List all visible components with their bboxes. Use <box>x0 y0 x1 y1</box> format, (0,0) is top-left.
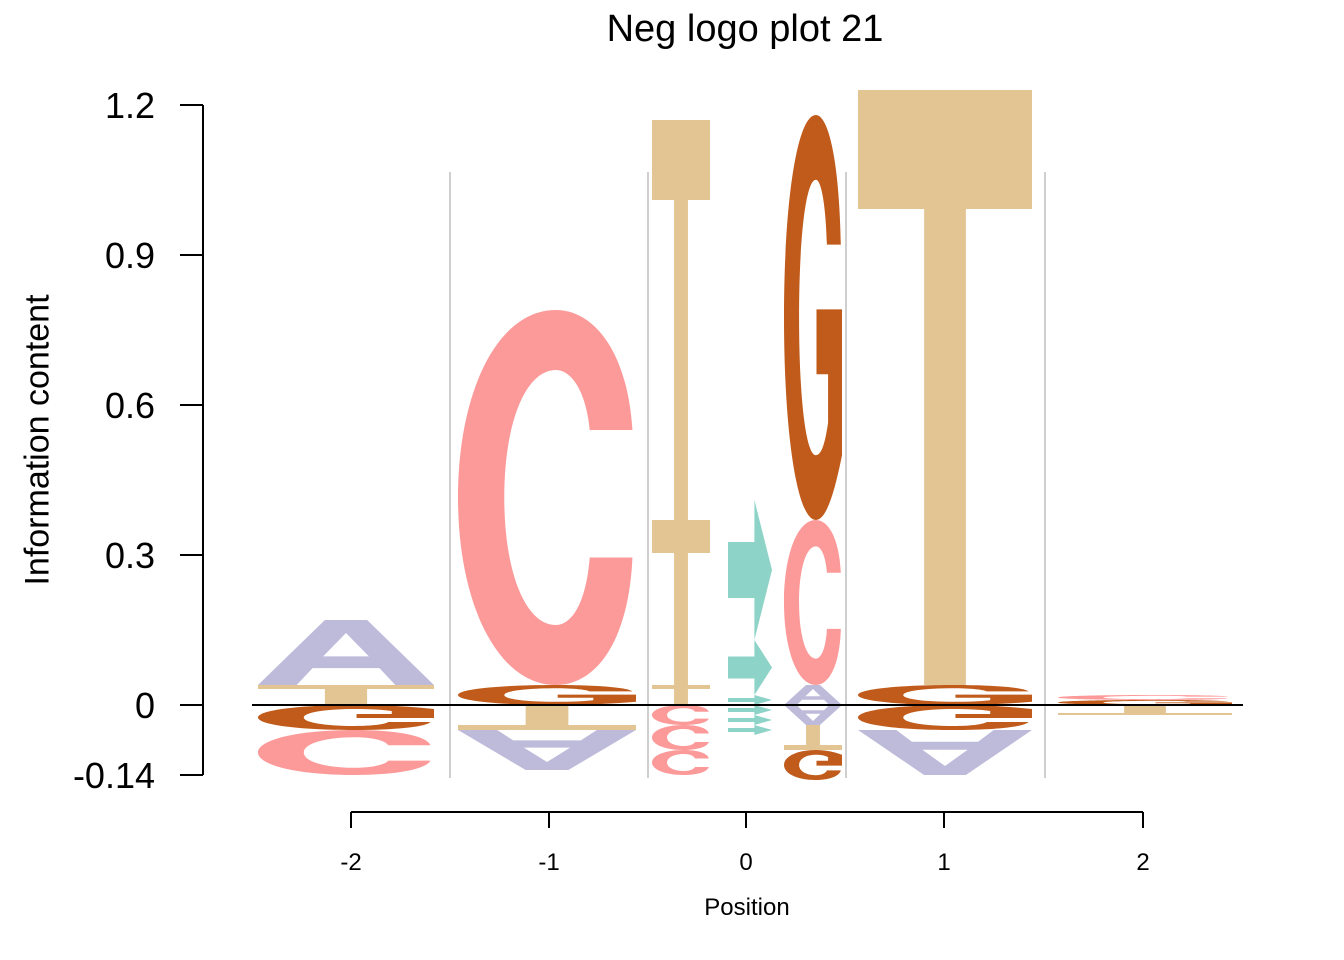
glyph-c-positive <box>784 520 841 685</box>
glyph-c-negative <box>652 725 709 750</box>
x-tick-label: -1 <box>538 849 559 876</box>
y-tick-label: 0.9 <box>105 235 155 276</box>
x-tick-label: -2 <box>340 849 361 876</box>
glyph-a-positive <box>784 685 842 705</box>
glyph-t-positive <box>652 685 710 705</box>
glyph-a-negative <box>784 705 842 725</box>
glyph-c-negative <box>652 750 709 775</box>
glyph-c-positive <box>1058 695 1229 700</box>
glyph-m-positive <box>728 695 772 705</box>
glyph-c-positive <box>458 310 633 685</box>
glyph-g-negative <box>784 750 842 780</box>
glyph-g-positive <box>458 685 636 705</box>
x-tick-label: 0 <box>739 849 752 876</box>
glyph-g-positive <box>1058 700 1232 705</box>
glyph-c-negative <box>652 705 709 725</box>
y-tick-label: -0.14 <box>73 755 155 796</box>
glyph-t-negative <box>784 725 842 750</box>
glyph-t-positive <box>652 120 710 520</box>
column-separators <box>449 172 1046 778</box>
glyph-a-negative <box>858 730 1032 775</box>
y-tick-label: 0.3 <box>105 535 155 576</box>
x-axis-label: Position <box>704 894 790 921</box>
glyph-g-positive <box>784 115 842 520</box>
glyph-m-negative <box>728 715 772 725</box>
glyph-a-negative <box>458 730 636 770</box>
x-tick-label: 2 <box>1136 849 1149 876</box>
glyph-t-negative <box>1058 705 1232 715</box>
axes: -0.14 0 0.3 0.6 0.9 1.2 -2 -1 0 1 2 <box>73 85 1243 876</box>
glyph-t-positive <box>858 90 1032 685</box>
y-tick-label: 0 <box>135 685 155 726</box>
glyph-g-negative <box>258 705 434 730</box>
glyph-t-positive <box>652 520 710 685</box>
chart-title: Neg logo plot 21 <box>606 8 884 50</box>
glyph-a-positive <box>258 620 434 685</box>
glyph-t-negative <box>458 705 636 730</box>
glyph-m-positive <box>728 640 772 695</box>
glyph-m-negative <box>728 705 772 715</box>
glyph-m-positive <box>728 500 772 640</box>
y-tick-label: 1.2 <box>105 85 155 126</box>
glyph-c-negative <box>258 730 431 775</box>
y-tick-label: 0.6 <box>105 385 155 426</box>
glyph-t-positive <box>258 685 434 705</box>
glyph-g-negative <box>858 705 1032 730</box>
x-tick-label: 1 <box>937 849 950 876</box>
glyph-g-positive <box>858 685 1032 705</box>
logo-glyphs <box>258 90 1232 780</box>
glyph-m-negative <box>728 725 772 735</box>
